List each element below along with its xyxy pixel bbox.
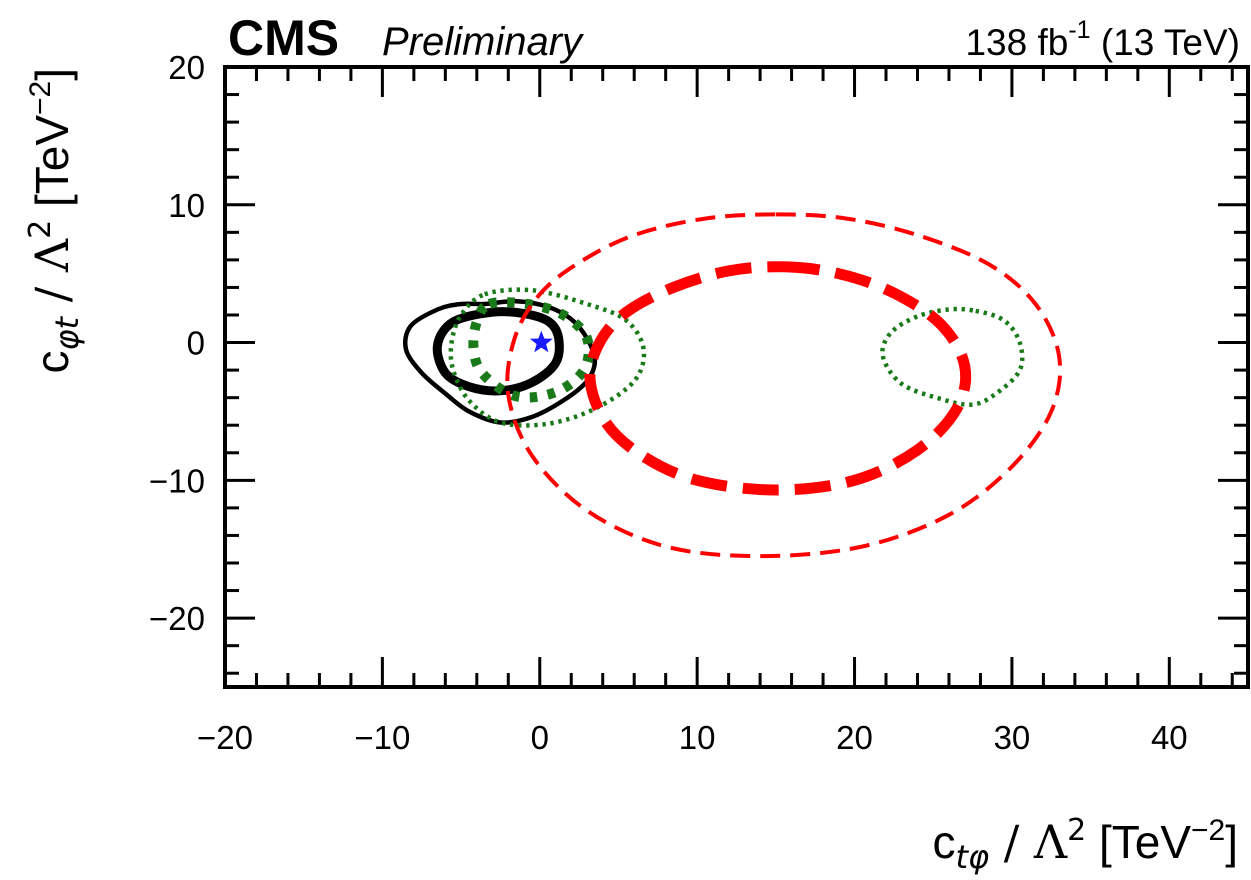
contour-green-right [880,306,1025,408]
contour-red-inner [584,261,972,496]
tick-group [223,65,1248,687]
y-tick-labels: −20 −10 0 10 20 [149,49,205,637]
experiment-label: CMS [228,10,339,66]
y-tick-label: 10 [168,187,205,224]
x-tick-label: 40 [1151,719,1188,756]
luminosity-label: 138 fb-1 (13 TeV) [965,16,1240,63]
contour-red-outer [505,212,1063,559]
contour-black-outer [402,298,598,425]
x-tick-label: 30 [994,719,1031,756]
x-axis-title: ctφ / Λ2 [TeV−2] [932,813,1238,876]
contour-black-inner [432,307,564,396]
y-tick-label: −10 [149,462,205,499]
contour-green-inner [468,297,594,403]
y-axis-title: cφt / Λ2 [TeV−2] [23,68,86,374]
contour-group [402,212,1063,559]
contour-green-outer [448,287,647,428]
y-tick-label: 20 [168,49,205,86]
x-tick-label: 0 [531,719,549,756]
x-tick-label: −20 [197,719,253,756]
best-fit-star-icon [529,330,553,353]
status-label: Preliminary [382,20,585,64]
y-tick-label: 0 [187,325,205,362]
x-tick-label: 20 [836,719,873,756]
x-tick-labels: −20 −10 0 10 20 30 40 [197,719,1188,756]
marker-layer [529,330,553,353]
y-tick-label: −20 [149,600,205,637]
plot-frame [223,65,1250,689]
x-tick-label: 10 [679,719,716,756]
x-tick-label: −10 [354,719,410,756]
